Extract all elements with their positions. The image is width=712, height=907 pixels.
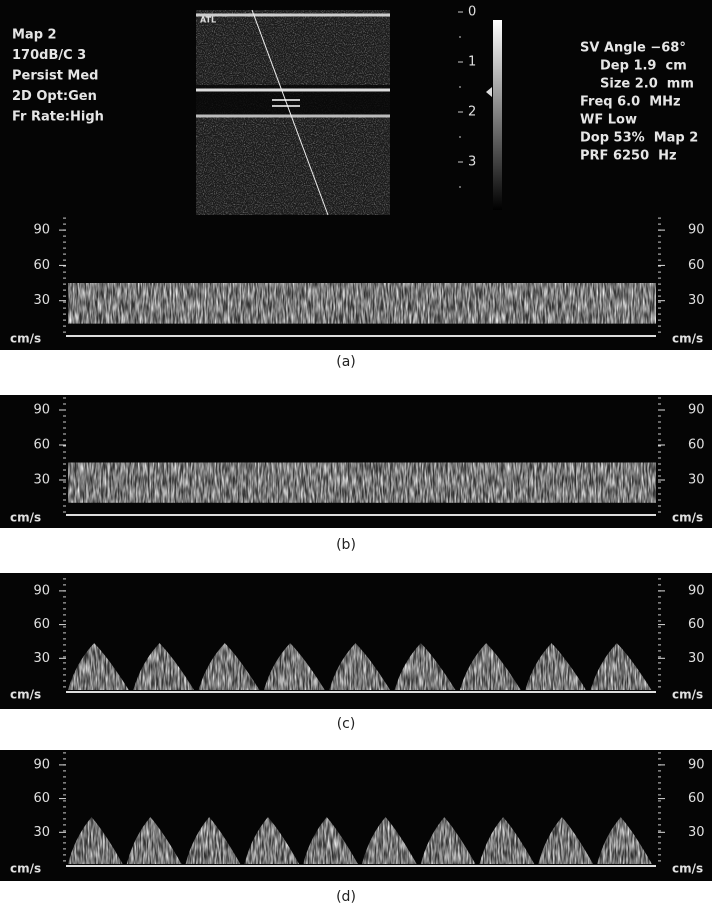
y-tick-label-right: 60	[688, 438, 705, 453]
setting-left: 2D Opt:Gen	[12, 89, 97, 104]
panel-label: (d)	[336, 889, 356, 905]
y-tick-label-right: 90	[688, 583, 705, 598]
doppler-spectrum	[68, 817, 652, 864]
y-tick-label-right: 90	[688, 757, 705, 772]
panel-b-background	[0, 395, 712, 528]
y-tick-label-right: 60	[688, 617, 705, 632]
grayscale-tick-label: 1	[468, 55, 476, 70]
grayscale-tick-label: 0	[468, 5, 476, 20]
grayscale-marker	[486, 87, 492, 97]
setting-left: 170dB/C 3	[12, 48, 86, 63]
y-tick-label-left: 30	[33, 651, 50, 666]
y-tick-label-left: 90	[33, 757, 50, 772]
setting-right: WF Low	[580, 113, 637, 128]
panel-label: (a)	[336, 354, 356, 370]
unit-left: cm/s	[10, 862, 41, 876]
setting-left: Fr Rate:High	[12, 110, 104, 125]
setting-right: SV Angle −68°	[580, 41, 686, 56]
y-tick-label-right: 30	[688, 825, 705, 840]
y-tick-label-right: 90	[688, 223, 705, 238]
grayscale-tick-label: 3	[468, 155, 476, 170]
doppler-spectrum	[68, 283, 656, 324]
b-mode-label: ATL	[200, 16, 216, 25]
unit-right: cm/s	[672, 332, 703, 346]
y-tick-label-right: 60	[688, 258, 705, 273]
unit-right: cm/s	[672, 862, 703, 876]
grayscale-bar	[493, 20, 502, 210]
y-tick-label-left: 30	[33, 473, 50, 488]
setting-left: Persist Med	[12, 69, 99, 84]
setting-right: PRF 6250 Hz	[580, 149, 677, 164]
panel-label: (c)	[337, 716, 356, 732]
y-tick-label-left: 90	[33, 223, 50, 238]
grayscale-tick-label: 2	[468, 105, 476, 120]
y-tick-label-right: 30	[688, 293, 705, 308]
setting-left: Map 2	[12, 28, 57, 43]
unit-right: cm/s	[672, 688, 703, 702]
y-tick-label-left: 60	[33, 791, 50, 806]
y-tick-label-left: 90	[33, 403, 50, 418]
unit-left: cm/s	[10, 688, 41, 702]
doppler-spectrum	[68, 643, 652, 690]
y-tick-label-left: 30	[33, 825, 50, 840]
y-tick-label-right: 90	[688, 403, 705, 418]
y-tick-label-left: 30	[33, 293, 50, 308]
unit-left: cm/s	[10, 511, 41, 525]
unit-left: cm/s	[10, 332, 41, 346]
setting-right: Dop 53% Map 2	[580, 131, 698, 146]
setting-right: Freq 6.0 MHz	[580, 95, 681, 110]
panel-label: (b)	[336, 537, 356, 553]
y-tick-label-left: 90	[33, 583, 50, 598]
y-tick-label-left: 60	[33, 617, 50, 632]
y-tick-label-left: 60	[33, 438, 50, 453]
doppler-spectrum	[68, 462, 656, 503]
setting-right: Size 2.0 mm	[600, 77, 694, 92]
y-tick-label-left: 60	[33, 258, 50, 273]
y-tick-label-right: 30	[688, 473, 705, 488]
y-tick-label-right: 30	[688, 651, 705, 666]
setting-right: Dep 1.9 cm	[600, 59, 687, 74]
unit-right: cm/s	[672, 511, 703, 525]
y-tick-label-right: 60	[688, 791, 705, 806]
b-mode-image	[196, 9, 390, 216]
